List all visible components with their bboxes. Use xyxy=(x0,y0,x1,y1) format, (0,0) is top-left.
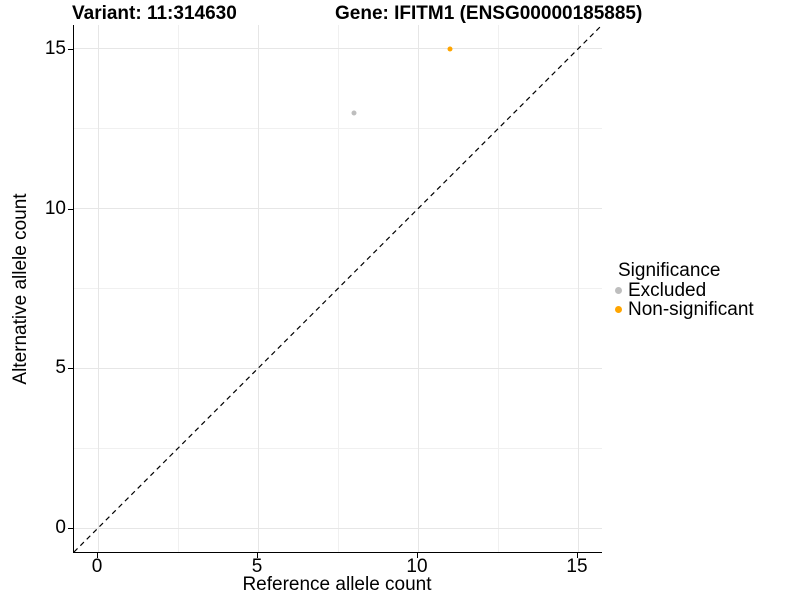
y-tick-mark xyxy=(68,48,73,50)
data-point-non-significant xyxy=(447,46,453,52)
plot-title-gene: Gene: IFITM1 (ENSG00000185885) xyxy=(335,3,643,24)
x-tick-label: 0 xyxy=(91,556,103,577)
gridline-major-y xyxy=(74,48,602,50)
gridline-minor-y xyxy=(74,447,602,449)
x-axis-title: Reference allele count xyxy=(242,574,432,595)
legend-title: Significance xyxy=(618,260,721,281)
y-axis-title: Alternative allele count xyxy=(10,193,31,385)
gridline-minor-y xyxy=(74,128,602,130)
gridline-major-x xyxy=(97,25,99,552)
legend-item: Non-significant xyxy=(610,298,754,320)
y-tick-mark xyxy=(68,208,73,210)
gridline-major-x xyxy=(577,25,579,552)
legend-key-excluded xyxy=(615,287,622,294)
x-tick-mark xyxy=(417,553,418,558)
y-tick-label: 5 xyxy=(55,357,66,379)
y-tick-label: 15 xyxy=(44,37,66,59)
legend: Significance Excluded Non-significant xyxy=(610,260,754,320)
gridline-major-y xyxy=(74,367,602,369)
y-tick-mark xyxy=(68,368,73,370)
plot-panel xyxy=(73,24,603,553)
legend-items: Excluded Non-significant xyxy=(610,279,754,320)
legend-key-non-significant xyxy=(615,306,622,313)
x-tick-label: 15 xyxy=(566,556,588,577)
data-point-excluded xyxy=(351,110,357,116)
gridline-major-y xyxy=(74,527,602,529)
x-tick-mark xyxy=(577,553,578,558)
gridline-major-x xyxy=(417,25,419,552)
plot-title-variant: Variant: 11:314630 xyxy=(72,3,237,24)
legend-item-label: Non-significant xyxy=(628,298,754,320)
legend-item: Excluded xyxy=(610,279,754,301)
x-tick-mark xyxy=(97,553,98,558)
y-tick-mark xyxy=(68,528,73,530)
gridline-major-x xyxy=(257,25,259,552)
y-tick-label: 10 xyxy=(44,197,66,219)
identity-line-layer xyxy=(73,24,603,553)
x-tick-mark xyxy=(257,553,258,558)
identity-line xyxy=(73,24,603,553)
legend-item-label: Excluded xyxy=(628,279,707,301)
x-tick-label: 5 xyxy=(251,556,263,577)
x-tick-label: 10 xyxy=(406,556,428,577)
gridline-major-y xyxy=(74,208,602,210)
y-tick-label: 0 xyxy=(55,517,66,539)
